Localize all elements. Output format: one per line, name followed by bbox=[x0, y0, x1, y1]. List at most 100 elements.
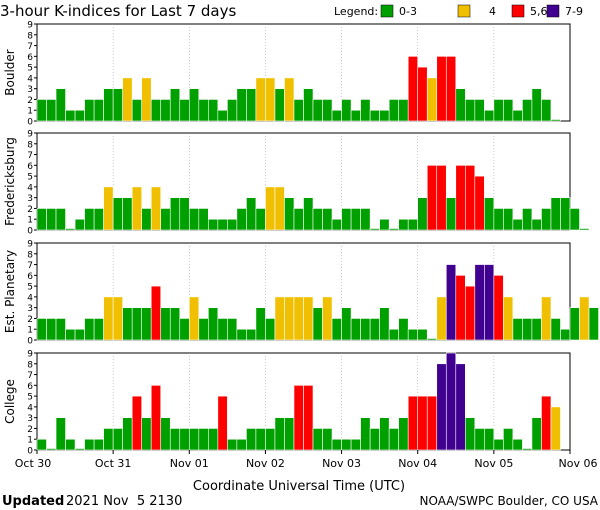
bar-college bbox=[541, 395, 552, 451]
bar-est-planetary bbox=[160, 307, 171, 341]
bar-boulder bbox=[160, 99, 171, 122]
y-tick-label: 3 bbox=[27, 304, 33, 314]
legend: Legend: 0-3 4 5,6 7-9 bbox=[334, 4, 583, 18]
bar-college bbox=[398, 417, 409, 451]
y-tick-label: 3 bbox=[27, 85, 33, 95]
bar-est-planetary bbox=[350, 318, 361, 341]
bar-fredericksburg bbox=[350, 208, 361, 231]
y-tick-label: 1 bbox=[27, 216, 33, 226]
bar-college bbox=[188, 428, 200, 451]
bar-fredericksburg bbox=[93, 208, 104, 231]
bar-fredericksburg bbox=[284, 197, 295, 231]
bar-boulder bbox=[274, 88, 285, 122]
bar-fredericksburg bbox=[303, 197, 314, 231]
bar-boulder bbox=[55, 88, 66, 122]
bar-est-planetary bbox=[341, 307, 352, 341]
bar-college bbox=[217, 395, 228, 451]
bar-college bbox=[303, 385, 314, 451]
bar-fredericksburg bbox=[274, 186, 285, 231]
y-tick-label: 9 bbox=[27, 350, 33, 360]
bar-fredericksburg bbox=[560, 197, 571, 231]
bar-college bbox=[474, 428, 485, 451]
panel-title-boulder: Boulder bbox=[3, 49, 17, 96]
station-panels: 0123456789Boulder0123456789Fredericksbur… bbox=[3, 21, 599, 457]
bar-boulder bbox=[388, 99, 399, 122]
bar-fredericksburg bbox=[65, 228, 76, 231]
bar-college bbox=[522, 448, 533, 451]
bar-boulder bbox=[474, 99, 485, 122]
bar-fredericksburg bbox=[369, 228, 380, 231]
bar-est-planetary bbox=[198, 318, 209, 341]
bar-college bbox=[407, 395, 419, 451]
bar-boulder bbox=[331, 109, 342, 122]
updated-label: Updated bbox=[2, 494, 64, 509]
y-tick-label: 4 bbox=[27, 183, 33, 193]
bar-college bbox=[150, 385, 162, 451]
bar-fredericksburg bbox=[122, 197, 133, 231]
bar-college bbox=[84, 438, 95, 451]
bar-boulder bbox=[312, 99, 323, 122]
bar-boulder bbox=[36, 99, 47, 122]
bar-boulder bbox=[150, 99, 162, 122]
y-tick-label: 1 bbox=[27, 107, 33, 117]
bar-est-planetary bbox=[531, 318, 542, 341]
bar-college bbox=[274, 417, 285, 451]
bar-fredericksburg bbox=[227, 218, 238, 231]
bar-fredericksburg bbox=[112, 197, 123, 231]
bar-est-planetary bbox=[379, 307, 390, 341]
y-tick-label: 5 bbox=[27, 173, 33, 183]
y-tick-label: 8 bbox=[27, 250, 33, 260]
bar-fredericksburg bbox=[398, 218, 409, 231]
bar-boulder bbox=[541, 99, 552, 122]
bar-boulder bbox=[417, 66, 428, 122]
bar-boulder bbox=[436, 56, 447, 122]
bar-fredericksburg bbox=[512, 218, 523, 231]
bar-college bbox=[379, 417, 390, 451]
bar-college bbox=[265, 428, 276, 451]
bar-boulder bbox=[360, 99, 371, 122]
bar-est-planetary bbox=[360, 318, 371, 341]
bar-college bbox=[103, 428, 114, 451]
legend-swatch-0-3 bbox=[380, 4, 394, 18]
bar-fredericksburg bbox=[550, 197, 561, 231]
bar-fredericksburg bbox=[417, 197, 428, 231]
updated-value: 2021 Nov 5 2130 bbox=[66, 494, 182, 509]
legend-swatch-5-6 bbox=[511, 4, 525, 18]
y-tick-label: 7 bbox=[27, 42, 33, 52]
bar-college bbox=[65, 438, 76, 451]
bar-est-planetary bbox=[398, 318, 409, 341]
bar-est-planetary bbox=[417, 328, 428, 341]
bar-est-planetary bbox=[560, 328, 571, 341]
bar-boulder bbox=[484, 109, 495, 122]
chart-title: 3-hour K-indices for Last 7 days bbox=[0, 2, 236, 20]
legend-text-4: 4 bbox=[489, 5, 496, 18]
x-axis-label: Coordinate Universal Time (UTC) bbox=[193, 479, 405, 494]
bar-college bbox=[445, 352, 457, 451]
bar-boulder bbox=[188, 88, 200, 122]
bar-college bbox=[74, 448, 85, 451]
bar-college bbox=[531, 417, 542, 451]
bar-fredericksburg bbox=[322, 208, 333, 231]
bar-college bbox=[331, 438, 342, 451]
bar-fredericksburg bbox=[150, 186, 162, 231]
bar-est-planetary bbox=[246, 328, 257, 341]
bar-est-planetary bbox=[522, 318, 533, 341]
bar-est-planetary bbox=[426, 338, 438, 341]
bar-fredericksburg bbox=[188, 208, 200, 231]
bar-college bbox=[512, 438, 523, 451]
legend-text-5-6: 5,6 bbox=[530, 5, 548, 18]
bar-college bbox=[169, 428, 181, 451]
bar-boulder bbox=[293, 99, 304, 122]
bar-fredericksburg bbox=[46, 208, 57, 231]
bar-college bbox=[350, 438, 361, 451]
y-tick-label: 8 bbox=[27, 140, 33, 150]
bar-college bbox=[55, 417, 66, 451]
bar-college bbox=[160, 417, 171, 451]
bar-college bbox=[141, 417, 152, 451]
panel-title-college: College bbox=[3, 379, 17, 424]
bar-est-planetary bbox=[369, 318, 380, 341]
bar-college bbox=[436, 363, 447, 451]
bar-est-planetary bbox=[84, 318, 95, 341]
bar-boulder bbox=[303, 88, 314, 122]
